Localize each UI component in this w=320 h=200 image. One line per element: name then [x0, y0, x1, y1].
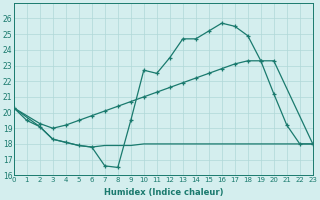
X-axis label: Humidex (Indice chaleur): Humidex (Indice chaleur)	[104, 188, 223, 197]
